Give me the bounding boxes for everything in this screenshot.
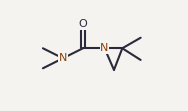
Text: N: N xyxy=(59,53,67,63)
Text: N: N xyxy=(100,43,109,53)
Text: O: O xyxy=(79,19,87,29)
